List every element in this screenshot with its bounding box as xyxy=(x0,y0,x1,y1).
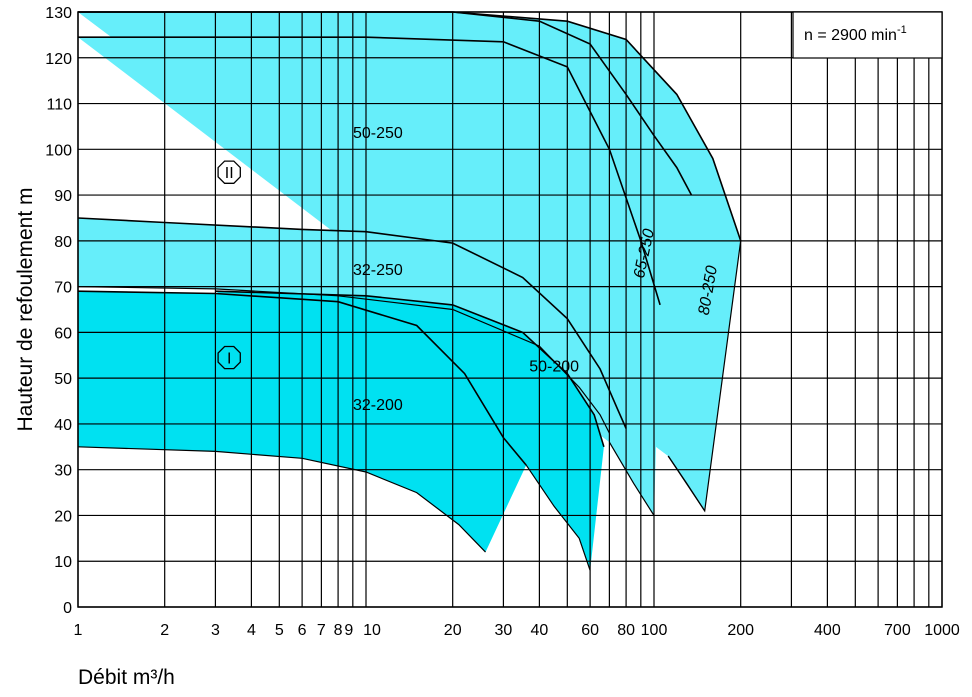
zone-marker-label: II xyxy=(225,165,234,182)
y-tick-label: 60 xyxy=(54,325,72,342)
zone-marker-octagon xyxy=(217,160,241,184)
x-tick-label: 3 xyxy=(211,622,220,639)
curve-lower-32-250 xyxy=(77,286,610,434)
zone-marker: I xyxy=(217,345,241,370)
speed-note: n = 2900 min-1 xyxy=(792,11,943,59)
x-tick-label: 7 xyxy=(317,622,326,639)
y-tick-label: 40 xyxy=(54,417,72,434)
x-tick-labels: 1 2 3 4 5 6 7 8 9 10 20 30 40 60 80 100 200 400 700 1000 xyxy=(74,622,960,639)
series-label-32-200: 32-200 xyxy=(353,397,403,414)
zone-markers: III xyxy=(217,160,241,370)
x-tick-label: 1 xyxy=(74,622,83,639)
x-axis-label: Débit m³/h xyxy=(78,666,175,689)
y-tick-label: 20 xyxy=(54,508,72,525)
x-tick-label: 100 xyxy=(641,622,668,639)
speed-note-superscript: -1 xyxy=(897,24,907,36)
curve-lower-50-200 xyxy=(525,464,591,571)
y-axis-label: Hauteur de refoulement m xyxy=(14,188,37,432)
y-tick-label: 30 xyxy=(54,463,72,480)
x-tick-label: 200 xyxy=(727,622,754,639)
gridlines xyxy=(77,11,943,608)
zone-fill-50-250 xyxy=(78,37,661,516)
x-tick-label: 9 xyxy=(344,622,353,639)
y-tick-label: 120 xyxy=(45,51,72,68)
x-tick-label: 10 xyxy=(363,622,381,639)
y-tick-label: 50 xyxy=(54,371,72,388)
series-label-32-250: 32-250 xyxy=(353,262,403,279)
curve-lower-80-250 xyxy=(667,240,742,513)
series-label-50-200: 50-200 xyxy=(529,358,579,375)
y-tick-labels: 0 10 20 30 40 50 60 70 80 90 100 110 120 130 xyxy=(45,5,72,617)
x-tick-label: 20 xyxy=(444,622,462,639)
curve-lower-50-250 xyxy=(608,441,655,516)
y-tick-label: 10 xyxy=(54,554,72,571)
zone-marker-octagon xyxy=(217,345,241,370)
zone-fill-50-200 xyxy=(215,291,604,571)
x-tick-label: 1000 xyxy=(924,622,960,639)
x-tick-label: 5 xyxy=(275,622,284,639)
y-tick-label: 0 xyxy=(63,600,72,617)
speed-note-main: n = 2900 min xyxy=(804,27,897,44)
y-tick-label: 80 xyxy=(54,234,72,251)
x-tick-label: 4 xyxy=(247,622,256,639)
y-tick-label: 100 xyxy=(45,142,72,159)
speed-note-text: n = 2900 min-1 xyxy=(804,24,907,44)
x-tick-label: 700 xyxy=(884,622,911,639)
x-tick-label: 2 xyxy=(160,622,169,639)
zone-marker-label: I xyxy=(227,351,231,368)
x-tick-label: 60 xyxy=(581,622,599,639)
x-tick-label: 400 xyxy=(814,622,841,639)
x-tick-label: 6 xyxy=(298,622,307,639)
plot-frame xyxy=(77,11,943,608)
x-tick-label: 30 xyxy=(495,622,513,639)
y-tick-label: 110 xyxy=(46,97,72,114)
y-tick-label: 70 xyxy=(54,280,72,297)
x-tick-label: 80 xyxy=(617,622,635,639)
series-label-50-250: 50-250 xyxy=(353,125,403,142)
y-tick-label: 90 xyxy=(54,188,72,205)
y-tick-label: 130 xyxy=(45,5,72,22)
x-tick-label: 8 xyxy=(334,622,343,639)
zone-marker: II xyxy=(217,160,241,184)
x-tick-label: 40 xyxy=(530,622,548,639)
